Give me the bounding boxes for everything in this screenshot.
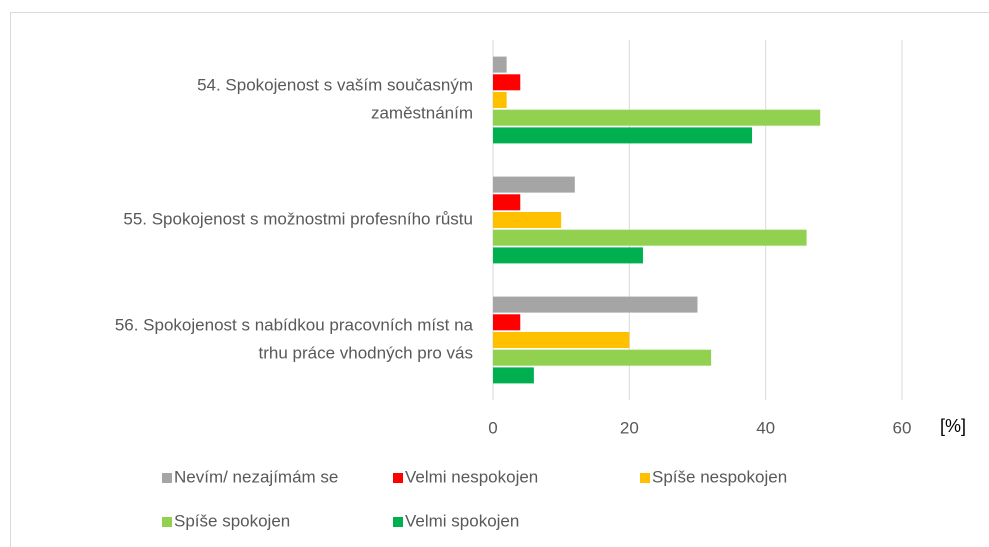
- category-label: zaměstnáním: [371, 103, 473, 122]
- legend-label: Velmi spokojen: [405, 511, 519, 530]
- legend-swatch: [162, 517, 172, 527]
- x-tick-label: 0: [488, 418, 497, 437]
- bar: [493, 314, 521, 331]
- bar: [493, 176, 575, 193]
- category-label: 54. Spokojenost s vaším současným: [197, 75, 473, 94]
- legend-label: Velmi nespokojen: [405, 467, 538, 486]
- bar: [493, 56, 507, 73]
- category-label: trhu práce vhodných pro vás: [258, 343, 473, 362]
- bar: [493, 194, 521, 211]
- bar: [493, 127, 753, 144]
- bar: [493, 349, 712, 366]
- x-tick-label: 40: [756, 418, 775, 437]
- legend-swatch: [393, 473, 403, 483]
- x-tick-label: 20: [620, 418, 639, 437]
- legend-label: Spíše nespokojen: [652, 467, 787, 486]
- category-label: 55. Spokojenost s možnostmi profesního r…: [123, 209, 473, 228]
- bar: [493, 212, 562, 228]
- category-label: 56. Spokojenost s nabídkou pracovních mí…: [115, 315, 474, 334]
- bar: [493, 109, 821, 126]
- bar: [493, 296, 698, 313]
- bar: [493, 74, 521, 91]
- legend-swatch: [640, 473, 650, 483]
- x-tick-label: 60: [893, 418, 912, 437]
- bar: [493, 332, 630, 348]
- legend-swatch: [393, 517, 403, 527]
- x-axis-label: [%]: [940, 416, 966, 436]
- bar: [493, 92, 507, 108]
- bar: [493, 229, 807, 246]
- bar: [493, 247, 643, 264]
- legend-swatch: [162, 473, 172, 483]
- bar: [493, 367, 534, 384]
- legend-label: Nevím/ nezajímám se: [174, 467, 338, 486]
- legend-label: Spíše spokojen: [174, 511, 290, 530]
